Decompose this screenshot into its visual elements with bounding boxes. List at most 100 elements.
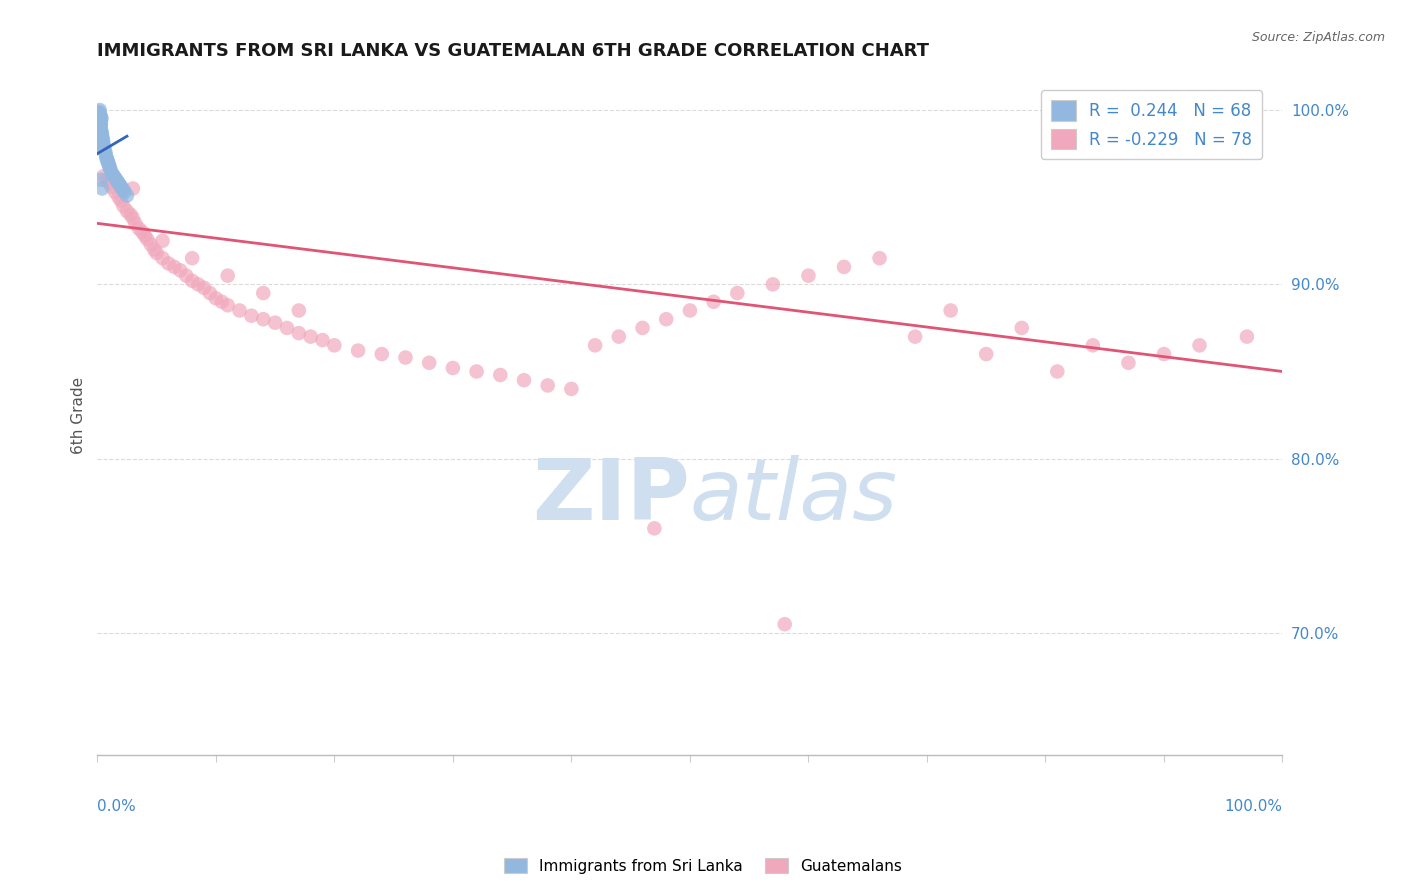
Point	[181, 274, 204, 288]
Point	[655, 312, 678, 326]
Point	[725, 286, 748, 301]
Point	[904, 329, 927, 343]
Point	[323, 338, 346, 352]
Point	[103, 169, 125, 184]
Point	[89, 115, 111, 129]
Point	[513, 373, 536, 387]
Point	[1081, 338, 1104, 352]
Point	[145, 246, 167, 260]
Point	[98, 176, 121, 190]
Point	[90, 110, 112, 124]
Point	[797, 268, 820, 283]
Point	[94, 145, 117, 159]
Legend: R =  0.244   N = 68, R = -0.229   N = 78: R = 0.244 N = 68, R = -0.229 N = 78	[1040, 90, 1263, 160]
Point	[87, 128, 110, 142]
Point	[418, 356, 440, 370]
Point	[1153, 347, 1175, 361]
Point	[347, 343, 370, 358]
Point	[104, 185, 127, 199]
Point	[87, 110, 110, 124]
Text: ZIP: ZIP	[531, 455, 690, 538]
Point	[1118, 356, 1140, 370]
Point	[110, 194, 132, 208]
Point	[152, 234, 174, 248]
Point	[87, 117, 110, 131]
Point	[115, 204, 138, 219]
Point	[122, 211, 145, 226]
Point	[96, 153, 118, 168]
Point	[89, 108, 111, 122]
Point	[96, 150, 118, 164]
Point	[124, 216, 146, 230]
Point	[120, 208, 142, 222]
Point	[87, 112, 110, 126]
Point	[136, 232, 159, 246]
Point	[89, 103, 111, 117]
Point	[299, 329, 322, 343]
Point	[311, 333, 333, 347]
Point	[91, 136, 114, 151]
Point	[537, 378, 560, 392]
Point	[93, 141, 115, 155]
Point	[87, 124, 110, 138]
Point	[90, 124, 112, 138]
Point	[114, 185, 136, 199]
Point	[252, 312, 274, 326]
Point	[89, 117, 111, 131]
Point	[112, 183, 135, 197]
Point	[89, 137, 111, 152]
Point	[91, 129, 114, 144]
Legend: Immigrants from Sri Lanka, Guatemalans: Immigrants from Sri Lanka, Guatemalans	[498, 852, 908, 880]
Point	[607, 329, 630, 343]
Point	[1236, 99, 1258, 113]
Point	[217, 268, 239, 283]
Point	[773, 617, 796, 632]
Point	[90, 173, 112, 187]
Point	[252, 286, 274, 301]
Point	[1188, 338, 1211, 352]
Point	[143, 243, 166, 257]
Point	[228, 303, 250, 318]
Point	[1236, 329, 1258, 343]
Point	[96, 173, 118, 187]
Point	[111, 181, 134, 195]
Point	[276, 321, 298, 335]
Point	[122, 181, 145, 195]
Point	[198, 286, 221, 301]
Point	[832, 260, 855, 274]
Point	[703, 294, 725, 309]
Point	[115, 188, 138, 202]
Point	[89, 113, 111, 128]
Point	[288, 303, 311, 318]
Point	[1046, 364, 1069, 378]
Point	[89, 112, 111, 126]
Point	[939, 303, 962, 318]
Text: IMMIGRANTS FROM SRI LANKA VS GUATEMALAN 6TH GRADE CORRELATION CHART: IMMIGRANTS FROM SRI LANKA VS GUATEMALAN …	[97, 42, 929, 60]
Point	[679, 303, 702, 318]
Point	[465, 364, 488, 378]
Point	[89, 115, 111, 129]
Point	[157, 256, 180, 270]
Point	[90, 126, 112, 140]
Point	[87, 106, 110, 120]
Point	[264, 316, 287, 330]
Point	[288, 326, 311, 340]
Point	[87, 113, 110, 128]
Point	[97, 155, 120, 169]
Point	[169, 263, 191, 277]
Point	[87, 129, 110, 144]
Point	[100, 162, 122, 177]
Y-axis label: 6th Grade: 6th Grade	[72, 376, 86, 454]
Point	[89, 139, 111, 153]
Point	[100, 179, 122, 194]
Point	[91, 181, 114, 195]
Point	[762, 277, 785, 292]
Point	[128, 221, 150, 235]
Point	[98, 161, 121, 175]
Point	[89, 104, 111, 119]
Point	[90, 128, 112, 142]
Point	[93, 139, 115, 153]
Point	[181, 251, 204, 265]
Point	[869, 251, 891, 265]
Point	[163, 260, 186, 274]
